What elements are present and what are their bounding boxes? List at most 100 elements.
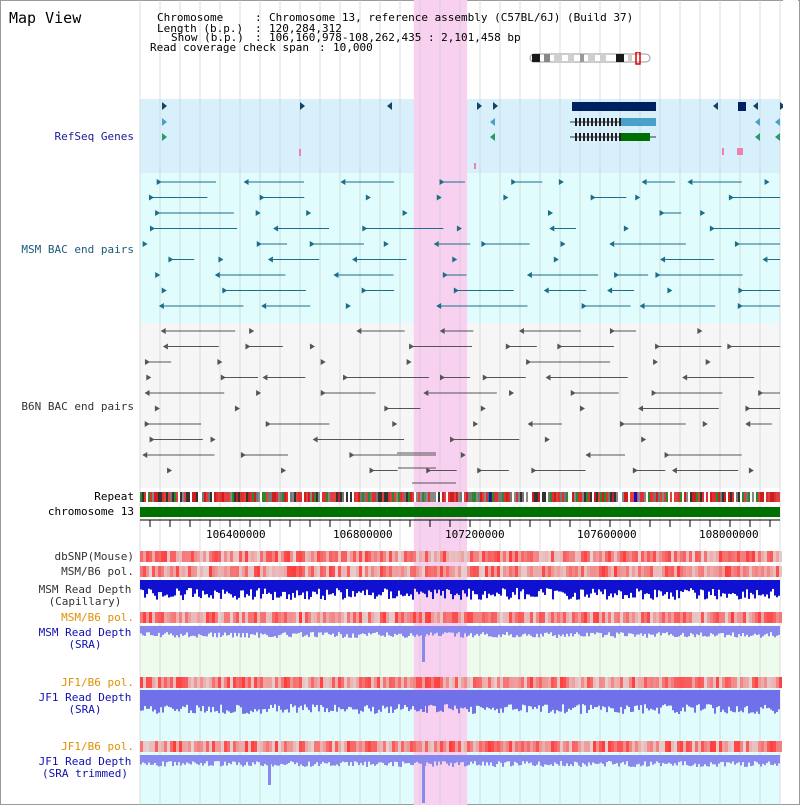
jf1-depth-trim-bar	[652, 755, 654, 765]
track-label-msm-depth-capillary-1[interactable]: MSM Read Depth	[38, 583, 132, 596]
repeat-mark	[562, 492, 564, 502]
msm-depth-capillary-bar	[618, 580, 620, 591]
msm-depth-sra-bar	[642, 626, 644, 636]
jf1-depth-trim-bar	[416, 755, 418, 762]
msm-depth-sra-bar	[682, 626, 684, 633]
jf1-depth-trim-bar	[250, 755, 252, 766]
track-label-jf1-b6-pol-2[interactable]: JF1/B6 pol.	[61, 740, 134, 753]
repeat-mark	[766, 492, 768, 502]
jf1-depth-sra-bar	[748, 690, 750, 714]
jf1-depth-sra-bar	[506, 690, 508, 707]
track-label-refseq-genes[interactable]: RefSeq Genes	[54, 130, 134, 143]
msm-depth-capillary-bar	[168, 580, 170, 598]
msm-depth-capillary-bar	[414, 580, 416, 589]
msm-b6-pol-strip	[539, 566, 542, 577]
track-label-dbsnp[interactable]: dbSNP(Mouse)	[54, 550, 134, 563]
dbsnp-strip	[515, 551, 518, 562]
msm-depth-sra-bar	[204, 626, 206, 637]
msm-depth-sra-bar	[616, 626, 618, 633]
repeat-mark	[564, 492, 566, 502]
jf1-depth-trim-bar	[172, 755, 174, 767]
jf1-depth-sra-bar	[432, 690, 434, 706]
dbsnp-strip	[218, 551, 221, 562]
msm-b6-pol-strip	[689, 612, 692, 623]
msm-depth-capillary-bar	[612, 580, 614, 598]
jf1-b6-pol-strip	[287, 677, 290, 688]
jf1-depth-sra-bar	[220, 690, 222, 705]
msm-depth-capillary-bar	[166, 580, 168, 595]
jf1-b6-pol-strip	[470, 677, 473, 688]
track-label-jf1-b6-pol-1[interactable]: JF1/B6 pol.	[61, 676, 134, 689]
right-margin	[783, 0, 798, 803]
repeat-mark	[668, 492, 670, 502]
track-label-jf1-depth-trim-1[interactable]: JF1 Read Depth	[38, 755, 132, 768]
track-label-msm-depth-sra-1[interactable]: MSM Read Depth	[38, 626, 132, 639]
jf1-depth-sra-bar	[232, 690, 234, 713]
jf1-depth-trim-bar	[642, 755, 644, 766]
repeat-mark	[528, 492, 530, 502]
jf1-b6-pol-strip	[260, 677, 263, 688]
msm-depth-capillary-bar	[686, 580, 688, 591]
msm-b6-pol-strip	[503, 612, 506, 623]
msm-depth-capillary-bar	[674, 580, 676, 600]
jf1-b6-pol-strip	[440, 677, 443, 688]
gene-exon	[619, 133, 621, 141]
jf1-depth-sra-bar	[746, 690, 748, 706]
msm-depth-capillary-bar	[738, 580, 740, 600]
jf1-depth-trim-bar	[366, 755, 368, 767]
repeat-mark	[192, 492, 194, 502]
jf1-b6-pol-strip	[431, 741, 434, 752]
msm-b6-pol-strip	[506, 612, 509, 623]
repeat-mark	[440, 492, 442, 502]
msm-b6-pol-strip	[425, 566, 428, 577]
jf1-depth-sra-bar	[256, 690, 258, 712]
jf1-depth-sra-bar	[658, 690, 660, 714]
repeat-mark	[284, 492, 286, 502]
msm-depth-sra-bar	[526, 626, 528, 636]
msm-depth-capillary-bar	[718, 580, 720, 590]
msm-b6-pol-strip	[377, 612, 380, 623]
dbsnp-strip	[338, 551, 341, 562]
repeat-mark	[752, 492, 754, 502]
msm-depth-sra-bar	[272, 626, 274, 637]
msm-b6-pol-strip	[755, 612, 758, 623]
msm-b6-pol-strip	[158, 612, 161, 623]
msm-b6-pol-strip	[740, 612, 743, 623]
jf1-depth-trim-bar	[706, 755, 708, 767]
track-label-jf1-depth-sra-1[interactable]: JF1 Read Depth	[38, 691, 132, 704]
dbsnp-strip	[737, 551, 740, 562]
dbsnp-strip	[725, 551, 728, 562]
msm-depth-sra-bar	[146, 626, 148, 633]
gene-arrow	[639, 303, 645, 309]
jf1-b6-pol-strip	[374, 677, 377, 688]
gene-arrow	[265, 421, 271, 427]
chromosome-ideogram[interactable]	[528, 52, 654, 66]
jf1-depth-trim-bar	[478, 755, 480, 765]
repeat-mark	[288, 492, 290, 502]
track-label-msm-b6-pol-2[interactable]: MSM/B6 pol.	[61, 611, 134, 624]
track-label-b6n-bac[interactable]: B6N BAC end pairs	[21, 400, 134, 413]
msm-depth-sra-bar	[554, 626, 556, 636]
track-label-repeat[interactable]: Repeat	[94, 490, 134, 503]
repeat-mark	[262, 492, 264, 502]
track-label-msm-b6-pol-1[interactable]: MSM/B6 pol.	[61, 565, 134, 578]
track-label-chromosome[interactable]: chromosome 13	[47, 505, 134, 518]
jf1-depth-trim-bar	[672, 755, 674, 766]
msm-b6-pol-strip	[698, 612, 701, 623]
msm-depth-capillary-bar	[250, 580, 252, 590]
msm-depth-sra-bar	[410, 626, 412, 634]
jf1-b6-pol-strip	[656, 741, 659, 752]
jf1-depth-sra-bar	[244, 690, 246, 714]
msm-b6-pol-strip	[167, 566, 170, 577]
track-label-msm-bac[interactable]: MSM BAC end pairs	[21, 243, 134, 256]
repeat-mark	[430, 492, 432, 502]
jf1-depth-trim-bar	[602, 755, 604, 764]
repeat-mark	[500, 492, 502, 502]
msm-depth-sra-bar	[626, 626, 628, 637]
dbsnp-strip	[701, 551, 704, 562]
msm-depth-sra-bar	[174, 626, 176, 638]
msm-b6-pol-strip	[395, 612, 398, 623]
jf1-b6-pol-strip	[269, 677, 272, 688]
msm-depth-capillary-bar	[268, 580, 270, 593]
